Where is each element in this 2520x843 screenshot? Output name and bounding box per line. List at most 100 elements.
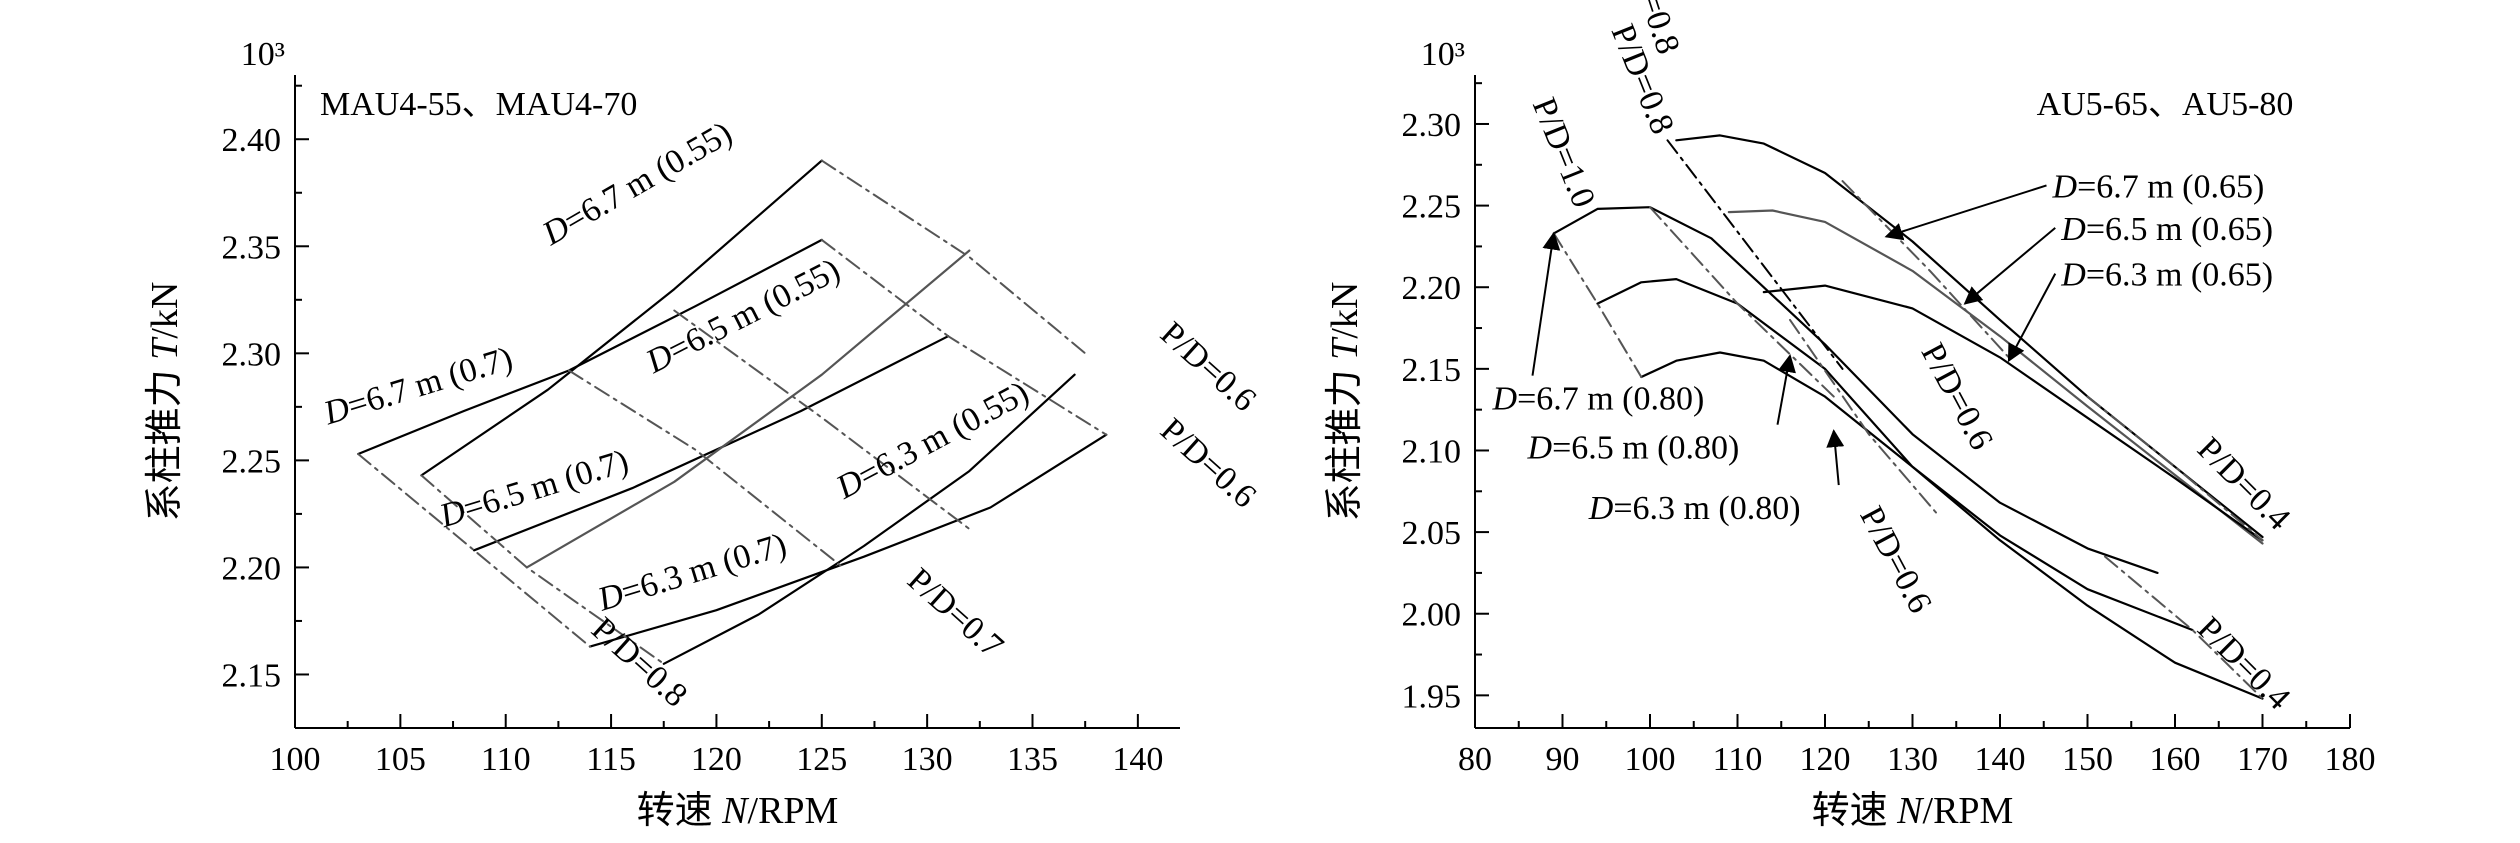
curve-annotation-rest: =6.3 m (0.7) <box>617 526 791 611</box>
y-axis-label-part: T <box>144 336 186 360</box>
y-tick-label: 2.00 <box>1402 597 1462 634</box>
curve-label-var: D <box>2060 257 2086 294</box>
curve-label: D=6.5 m (0.65) <box>2060 211 2273 248</box>
series-line <box>473 335 950 552</box>
label-arrow <box>1884 184 2047 241</box>
x-tick-label: 90 <box>1546 741 1580 778</box>
curve-annotation: D=6.7 m (0.7) <box>319 340 517 433</box>
curve-annotation: P/D=1.0 <box>1525 93 1602 213</box>
x-axis-label-part: N <box>721 790 750 832</box>
curve-label-var: D <box>1527 430 1553 467</box>
x-tick-label: 140 <box>1975 741 2026 778</box>
curve-annotation-rest: =6.5 m (0.7) <box>459 443 633 528</box>
curve-annotation: P/D=0.7 <box>900 561 1010 665</box>
series-line <box>1596 278 2194 632</box>
series-line <box>1762 284 2264 542</box>
pd-dashdot-line <box>1789 318 1940 517</box>
label-arrow <box>1963 227 2056 305</box>
curve-label-rest: =6.7 m (0.65) <box>2077 168 2264 205</box>
curve-label: D=6.5 m (0.80) <box>1527 430 1740 467</box>
y-tick-label: 2.25 <box>222 443 282 480</box>
y-tick-label: 2.15 <box>222 657 282 694</box>
curve-label-rest: =6.5 m (0.65) <box>2086 211 2273 248</box>
chart-title: AU5-65、AU5-80 <box>2037 86 2294 123</box>
series-line <box>357 238 823 456</box>
x-tick-label: 115 <box>586 741 636 778</box>
y-tick-label: 2.15 <box>1402 352 1462 389</box>
series-line <box>588 433 1108 648</box>
y-tick-label: 2.30 <box>222 336 282 373</box>
pd-dashdot-line <box>1841 180 2010 359</box>
pd-dashdot-line <box>2104 555 2264 700</box>
y-tick-label: 1.95 <box>1402 678 1462 715</box>
y-axis-label: 系柱推力 T/kN <box>144 282 186 522</box>
pd-dashdot-line <box>820 159 1087 355</box>
label-arrow <box>1826 429 1845 486</box>
y-multiplier: 10³ <box>241 36 285 73</box>
curve-annotation: D=6.5 m (0.55) <box>640 252 846 382</box>
curve-annotation: P/D=0.6 <box>1914 337 2000 456</box>
label-arrow <box>1776 354 1796 425</box>
curve-label-var: D <box>1492 381 1518 418</box>
y-axis-label-part: 系柱推力 <box>1324 360 1366 522</box>
y-tick-label: 2.40 <box>222 122 282 159</box>
x-tick-label: 140 <box>1112 741 1163 778</box>
series-line <box>420 159 823 477</box>
curve-label-rest: =6.7 m (0.80) <box>1517 381 1704 418</box>
series-line <box>525 249 971 569</box>
x-tick-label: 120 <box>691 741 742 778</box>
x-axis-label-part: 转速 <box>637 790 723 832</box>
x-tick-label: 150 <box>2062 741 2113 778</box>
x-tick-label: 160 <box>2150 741 2201 778</box>
y-tick-label: 2.25 <box>1402 189 1462 226</box>
x-axis-label-part: 转速 <box>1812 790 1898 832</box>
x-tick-label: 105 <box>375 741 426 778</box>
y-multiplier: 10³ <box>1421 36 1465 73</box>
curve-annotation: P/D=0.6 <box>1153 411 1263 515</box>
y-tick-label: 2.20 <box>222 550 282 587</box>
series-line <box>1727 209 2264 545</box>
curve-label-rest: =6.5 m (0.80) <box>1552 430 1739 467</box>
curve-annotation: P/D=0.6 <box>1153 315 1263 419</box>
x-tick-label: 110 <box>1713 741 1763 778</box>
x-axis-label-part: /RPM <box>748 790 839 832</box>
curve-label: D=6.7 m (0.65) <box>2052 168 2265 205</box>
y-axis-label-part: 系柱推力 <box>144 360 186 522</box>
y-tick-label: 2.05 <box>1402 515 1462 552</box>
label-arrow <box>1531 231 1561 376</box>
curve-label-rest: =6.3 m (0.65) <box>2086 257 2273 294</box>
curve-annotation: D=6.5 m (0.7) <box>435 443 633 536</box>
curve-annotation: D=6.3 m (0.7) <box>593 526 791 619</box>
curve-annotation-rest: =6.5 m (0.55) <box>662 252 846 370</box>
curve-annotation: D=6.7 m (0.55) <box>536 115 739 253</box>
pd-dashdot-line <box>1666 139 1844 370</box>
label-arrow <box>2007 273 2057 363</box>
series-line <box>1640 351 2264 700</box>
chart-title: MAU4-55、MAU4-70 <box>320 86 637 123</box>
pd-dashdot-line <box>567 369 844 569</box>
x-tick-label: 135 <box>1007 741 1058 778</box>
y-axis-label-part: /kN <box>144 282 186 339</box>
y-tick-label: 2.10 <box>1402 433 1462 470</box>
x-axis-label-part: N <box>1896 790 1925 832</box>
left-chart: 100 105 110 115 120 125 130 135 140 2.15 2.20 2.25 2… <box>144 36 1263 832</box>
y-tick-label: 2.20 <box>1402 270 1462 307</box>
x-tick-label: 100 <box>270 741 321 778</box>
curve-label: D=6.7 m (0.80) <box>1492 381 1705 418</box>
curve-annotation: P/D=0.8 <box>584 610 694 714</box>
curve-annotation: P/D=0.4 <box>2190 610 2297 717</box>
curve-label-var: D <box>2060 211 2086 248</box>
x-axis-label: 转速 N/RPM <box>1812 790 2014 832</box>
curve-label-var: D <box>1588 490 1614 527</box>
y-axis-label-part: /kN <box>1324 282 1366 339</box>
x-tick-label: 130 <box>1887 741 1938 778</box>
curve-annotation-rest: =6.7 m (0.55) <box>558 115 739 241</box>
x-tick-label: 130 <box>902 741 953 778</box>
curve-label: D=6.3 m (0.80) <box>1588 490 1801 527</box>
y-tick-label: 2.30 <box>1402 107 1462 144</box>
pd-dashdot-line <box>820 238 1108 436</box>
y-axis-label-part: T <box>1324 336 1366 360</box>
y-tick-label: 2.35 <box>222 229 282 266</box>
curve-label-rest: =6.3 m (0.80) <box>1613 490 1800 527</box>
